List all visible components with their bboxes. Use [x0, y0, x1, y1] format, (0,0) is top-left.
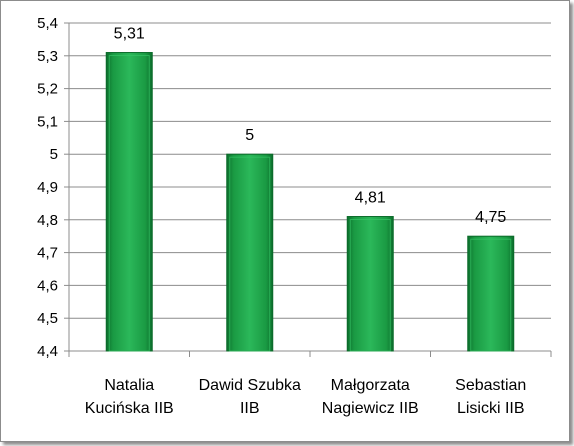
bar [105, 52, 153, 352]
y-tick-label: 4,8 [37, 212, 58, 229]
y-tick-label: 5,2 [37, 81, 58, 98]
x-category-label: Dawid Szubka [199, 377, 301, 394]
labels: 4,4 4,5 4,6 4,7 4,8 4,9 5 5,1 5,2 5,3 5,4 5,31 Natal… [37, 15, 526, 417]
x-category-label: Kucińska IIB [85, 400, 174, 417]
bar-bevel [349, 219, 391, 352]
y-tick-label: 5 [50, 146, 58, 163]
data-label: 4,75 [475, 209, 506, 226]
bar [226, 153, 274, 352]
bars [105, 52, 515, 352]
x-category-label: Sebastian [455, 377, 526, 394]
bar-bevel [108, 55, 150, 352]
y-tick-label: 5,3 [37, 48, 58, 65]
y-tick-label: 4,5 [37, 310, 58, 327]
data-label: 5,31 [114, 26, 145, 43]
x-category-label: Małgorzata [331, 377, 410, 394]
bar-bevel [229, 156, 271, 352]
y-tick-label: 4,7 [37, 245, 58, 262]
y-tick-label: 5,4 [37, 15, 58, 32]
y-tick-label: 4,6 [37, 277, 58, 294]
data-label: 5 [245, 127, 254, 144]
x-category-label: Natalia [104, 377, 154, 394]
bar [467, 235, 515, 352]
y-tick-label: 5,1 [37, 113, 58, 130]
data-label: 4,81 [355, 190, 386, 207]
bar-bevel [470, 238, 512, 352]
x-category-label: Nagiewicz IIB [322, 400, 419, 417]
bar [346, 216, 394, 352]
x-category-label: Lisicki IIB [457, 400, 525, 417]
y-tick-label: 4,9 [37, 179, 58, 196]
x-category-label: IIB [240, 400, 260, 417]
y-tick-label: 4,4 [37, 343, 58, 360]
